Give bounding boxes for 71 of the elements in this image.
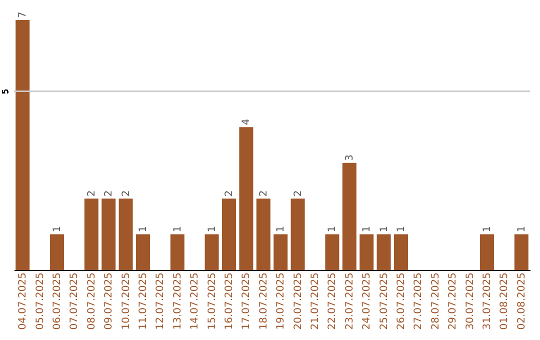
- bar: [394, 234, 408, 270]
- x-tick-label: 30.07.2025: [464, 272, 476, 330]
- x-tick-label: 17.07.2025: [241, 272, 252, 330]
- x-tick-label: 12.07.2025: [155, 272, 166, 330]
- bar: [239, 127, 254, 270]
- x-tick-label: 22.07.2025: [327, 272, 338, 330]
- data-label: 2: [292, 190, 304, 197]
- x-tick-label: 05.07.2025: [34, 272, 46, 330]
- x-tick-label: 28.07.2025: [430, 272, 442, 330]
- bar: [16, 20, 30, 270]
- x-tick-label: 07.07.2025: [69, 272, 80, 330]
- bar: [360, 234, 374, 270]
- data-label: 7: [18, 12, 29, 18]
- bar: [204, 234, 219, 270]
- data-label: 1: [138, 226, 149, 232]
- x-tick-label: 24.07.2025: [362, 272, 373, 330]
- bar: [376, 234, 391, 270]
- data-label: 1: [516, 226, 528, 232]
- x-tick-label: 29.07.2025: [448, 272, 459, 330]
- x-tick-label: 13.07.2025: [172, 272, 184, 330]
- x-tick-label: 09.07.2025: [104, 272, 115, 330]
- data-label: 1: [378, 226, 390, 232]
- data-label: 3: [344, 154, 356, 161]
- ref-line-label: 5: [1, 88, 10, 94]
- x-tick-label: 06.07.2025: [52, 272, 63, 330]
- data-label: 1: [206, 226, 218, 232]
- data-label: 4: [241, 118, 252, 126]
- bar: [274, 234, 288, 270]
- data-label: 1: [276, 226, 287, 232]
- bar: [342, 162, 356, 270]
- data-label: 1: [362, 226, 373, 232]
- x-tick-label: 04.07.2025: [18, 272, 29, 330]
- bar: [170, 234, 184, 270]
- x-tick-label: 02.08.2025: [516, 272, 528, 330]
- x-tick-label: 10.07.2025: [120, 272, 132, 330]
- x-tick-label: 21.07.2025: [310, 272, 321, 330]
- x-tick-label: 31.07.2025: [482, 272, 493, 330]
- data-label: 1: [52, 226, 63, 232]
- x-tick-label: 19.07.2025: [276, 272, 287, 330]
- bar: [50, 234, 64, 270]
- x-tick-label: 01.08.2025: [499, 272, 510, 330]
- bar: [136, 234, 150, 270]
- data-label: 1: [327, 226, 338, 232]
- x-tick-label: 11.07.2025: [138, 272, 149, 330]
- bar: [222, 198, 236, 270]
- bar: [256, 198, 270, 270]
- x-tick-label: 16.07.2025: [224, 272, 235, 330]
- x-tick-label: 20.07.2025: [292, 272, 304, 330]
- x-tick-label: 26.07.2025: [396, 272, 407, 330]
- bar: [118, 198, 133, 270]
- data-label: 2: [86, 190, 98, 197]
- x-tick-label: 25.07.2025: [378, 272, 390, 330]
- data-label: 2: [224, 190, 235, 197]
- data-label: 1: [396, 226, 407, 232]
- data-label: 2: [104, 190, 115, 197]
- x-tick-label: 08.07.2025: [86, 272, 98, 330]
- bar: [480, 234, 494, 270]
- data-label: 1: [482, 226, 493, 232]
- x-tick-label: 18.07.2025: [258, 272, 270, 330]
- bar: [102, 198, 116, 270]
- x-tick-label: 15.07.2025: [206, 272, 218, 330]
- x-tick-label: 27.07.2025: [413, 272, 424, 330]
- data-label: 1: [172, 226, 184, 232]
- data-label: 2: [120, 190, 132, 197]
- bar: [84, 198, 98, 270]
- x-tick-label: 14.07.2025: [190, 272, 201, 330]
- x-tick-label: 23.07.2025: [344, 272, 356, 330]
- bar: [514, 234, 528, 270]
- bar: [325, 234, 340, 270]
- bar: [290, 198, 305, 270]
- data-label: 2: [258, 190, 270, 197]
